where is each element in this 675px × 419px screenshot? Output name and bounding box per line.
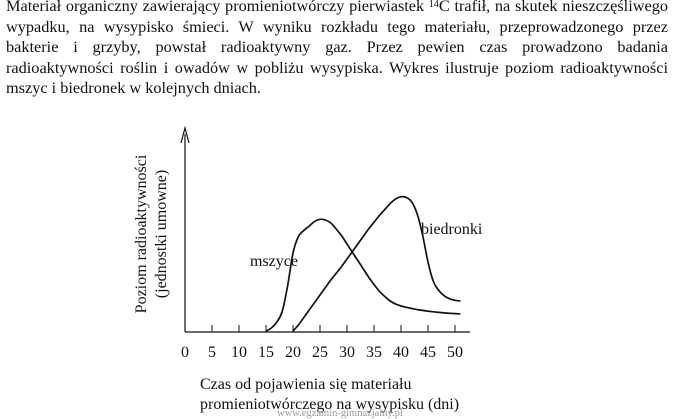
- chart-series: [265, 195, 461, 332]
- x-tick-label-35: 35: [366, 344, 382, 361]
- x-tick-label-40: 40: [393, 344, 409, 361]
- intro-text-part2: C trafił, na skutek nieszczęśliwego wypa…: [6, 0, 668, 97]
- x-tick-label-10: 10: [231, 344, 247, 361]
- x-tick-label-5: 5: [208, 344, 216, 361]
- x-axis-label-unit: promieniotwórczego na wysypisku (dni): [200, 396, 459, 413]
- series-line-mszyce: [265, 218, 461, 332]
- watermark: www.egzamin-gimnazjalny.pl: [277, 408, 403, 419]
- series-label-mszyce: mszyce: [250, 253, 298, 270]
- y-axis-label-unit: (jednostki umowne): [153, 170, 170, 298]
- x-tick-label-25: 25: [312, 344, 328, 361]
- x-tick-label-45: 45: [420, 344, 436, 361]
- intro-paragraph: Materiał organiczny zawierający promieni…: [6, 0, 668, 99]
- x-tick-label-0: 0: [181, 344, 189, 361]
- isotope-mass-number: 14: [428, 0, 439, 10]
- x-tick-label-50: 50: [447, 344, 463, 361]
- series-line-biedronki: [292, 195, 461, 332]
- x-tick-label-20: 20: [285, 344, 301, 361]
- x-tick-label-30: 30: [339, 344, 355, 361]
- series-label-biedronki: biedronki: [421, 221, 483, 238]
- y-axis-label: Poziom radioaktywności: [133, 154, 150, 313]
- intro-text-part1: Materiał organiczny zawierający promieni…: [6, 0, 429, 15]
- x-tick-label-15: 15: [258, 344, 274, 361]
- y-axis-arrowhead: [180, 125, 190, 144]
- x-axis-ticks: 0 5 10 15 20 25 30 35 40 45 50: [181, 325, 463, 361]
- x-axis-label: Czas od pojawienia się materiału: [200, 376, 411, 393]
- chart-axes: [180, 125, 470, 333]
